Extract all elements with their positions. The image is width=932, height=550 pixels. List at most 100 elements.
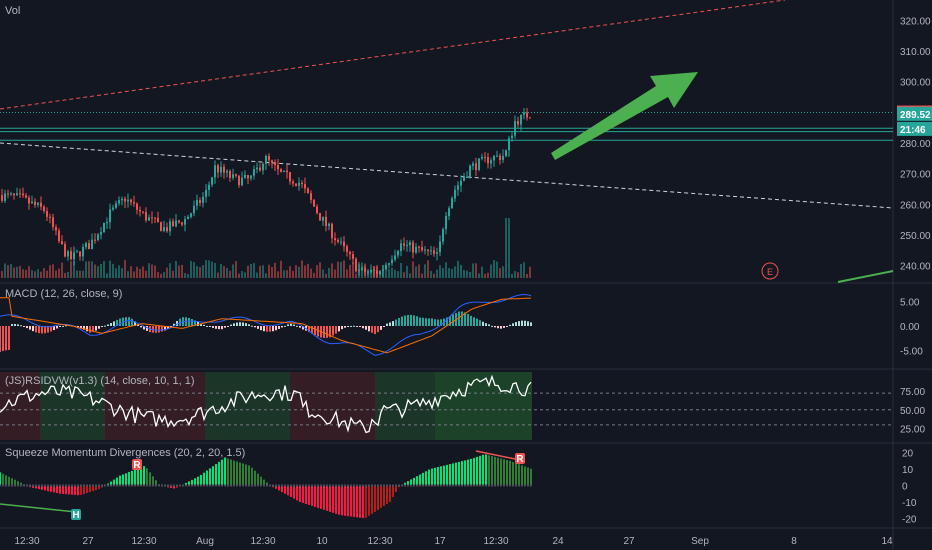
squeeze-histogram-bar (185, 482, 187, 486)
volume-bar (520, 263, 522, 278)
candle-body (346, 246, 348, 252)
squeeze-histogram-bar (512, 461, 514, 486)
squeeze-histogram-bar (380, 485, 382, 508)
candle-body (142, 211, 144, 213)
squeeze-histogram-bar (233, 460, 235, 486)
squeeze-histogram-bar (83, 485, 85, 495)
squeeze-histogram-bar (413, 477, 415, 486)
macd-histogram-bar (65, 325, 67, 327)
macd-histogram-bar (434, 319, 436, 326)
macd-histogram-bar (347, 326, 349, 327)
squeeze-dot (287, 484, 289, 487)
squeeze-dot (89, 484, 91, 487)
volume-bar (403, 272, 405, 278)
macd-histogram-bar (329, 326, 331, 338)
volume-bar (13, 267, 15, 278)
macd-histogram-bar (317, 326, 319, 337)
squeeze-dot (41, 484, 43, 487)
candle-body (508, 138, 510, 151)
macd-histogram-bar (464, 312, 466, 326)
candle-body (277, 165, 279, 170)
candle-body (121, 198, 123, 201)
candle-body (415, 246, 417, 253)
candle-body (94, 239, 96, 241)
macd-histogram-bar (62, 325, 64, 327)
squeeze-dot (176, 484, 178, 487)
squeeze-dot (344, 484, 346, 487)
squeeze-histogram-bar (35, 485, 37, 489)
macd-signal-line (0, 297, 532, 354)
macd-histogram-bar (362, 326, 364, 329)
squeeze-histogram-bar (50, 485, 52, 492)
candle-body (490, 160, 492, 164)
candle-body (61, 241, 63, 245)
candle-body (337, 240, 339, 242)
squeeze-dot (203, 484, 205, 487)
squeeze-histogram-bar (326, 485, 328, 511)
squeeze-dot (464, 484, 466, 487)
candle-body (307, 188, 309, 194)
candle-body (493, 156, 495, 161)
candle-body (70, 251, 72, 260)
macd-histogram-bar (284, 325, 286, 327)
squeeze-histogram-bar (125, 473, 127, 486)
macd-histogram-bar (200, 323, 202, 326)
squeeze-dot (452, 484, 454, 487)
squeeze-histogram-bar (5, 475, 7, 486)
squeeze-histogram-bar (215, 464, 217, 486)
macd-histogram-bar (146, 326, 148, 331)
candle-body (511, 135, 513, 139)
time-axis-label: 27 (623, 536, 635, 547)
squeeze-histogram-bar (377, 485, 379, 510)
squeeze-dot (248, 484, 250, 487)
time-axis-label: 17 (434, 536, 446, 547)
squeeze-histogram-bar (263, 479, 265, 486)
macd-histogram-bar (344, 326, 346, 328)
macd-histogram-bar (251, 325, 253, 327)
macd-histogram-bar (59, 326, 61, 327)
squeeze-dot (434, 484, 436, 487)
volume-bar (79, 270, 81, 278)
squeeze-histogram-bar (284, 485, 286, 494)
earnings-marker-circle[interactable] (761, 262, 779, 280)
macd-histogram-bar (176, 320, 178, 326)
macd-histogram-bar (527, 321, 529, 326)
squeeze-histogram-bar (290, 485, 292, 498)
squeeze-histogram-bar (332, 485, 334, 513)
volume-bar (31, 270, 33, 278)
squeeze-dot (47, 484, 49, 487)
candle-body (166, 227, 168, 232)
candle-body (256, 167, 258, 170)
squeeze-dot (425, 484, 427, 487)
squeeze-histogram-bar (392, 485, 394, 498)
candle-body (175, 220, 177, 227)
squeeze-histogram-bar (521, 465, 523, 486)
candle-body (196, 200, 198, 206)
squeeze-histogram-bar (14, 479, 16, 486)
rsi-zone-shading (435, 372, 532, 440)
macd-axis-label: 0.00 (900, 322, 920, 333)
squeeze-histogram-bar (467, 459, 469, 486)
macd-histogram-bar (116, 319, 118, 326)
time-axis-label: 10 (316, 536, 328, 547)
squeeze-dot (110, 484, 112, 487)
squeeze-dot (461, 484, 463, 487)
volume-bar (85, 261, 87, 278)
squeeze-histogram-bar (314, 485, 316, 507)
macd-histogram-bar (278, 326, 280, 329)
squeeze-dot (5, 484, 7, 487)
volume-bar (523, 262, 525, 278)
candle-body (484, 156, 486, 158)
squeeze-dot (32, 484, 34, 487)
candle-body (1, 195, 3, 201)
volume-bar (490, 264, 492, 278)
squeeze-dot (65, 484, 67, 487)
squeeze-dot (431, 484, 433, 487)
squeeze-dot (341, 484, 343, 487)
squeeze-dot (503, 484, 505, 487)
squeeze-histogram-bar (446, 464, 448, 486)
bullish-arrow-drawing[interactable] (551, 72, 698, 160)
candle-body (178, 220, 180, 223)
candle-body (136, 203, 138, 210)
